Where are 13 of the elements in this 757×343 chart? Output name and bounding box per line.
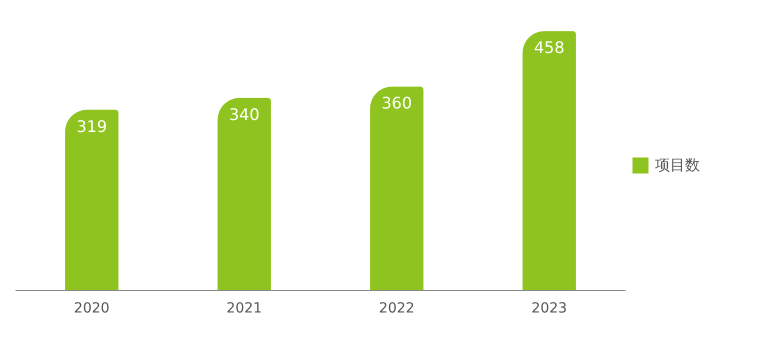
data-label: 360 xyxy=(381,94,412,113)
legend-label: 项目数 xyxy=(655,156,700,174)
x-tick-label: 2023 xyxy=(531,300,568,316)
bar xyxy=(218,98,271,290)
bar xyxy=(370,86,424,290)
data-label: 340 xyxy=(228,104,260,124)
data-label: 319 xyxy=(76,116,108,136)
x-tick-label: 2021 xyxy=(226,300,262,316)
x-tick-label: 2020 xyxy=(74,300,110,316)
x-tick-label: 2022 xyxy=(378,300,415,316)
bar xyxy=(65,110,118,290)
bar xyxy=(522,31,576,290)
data-label: 458 xyxy=(534,38,565,58)
